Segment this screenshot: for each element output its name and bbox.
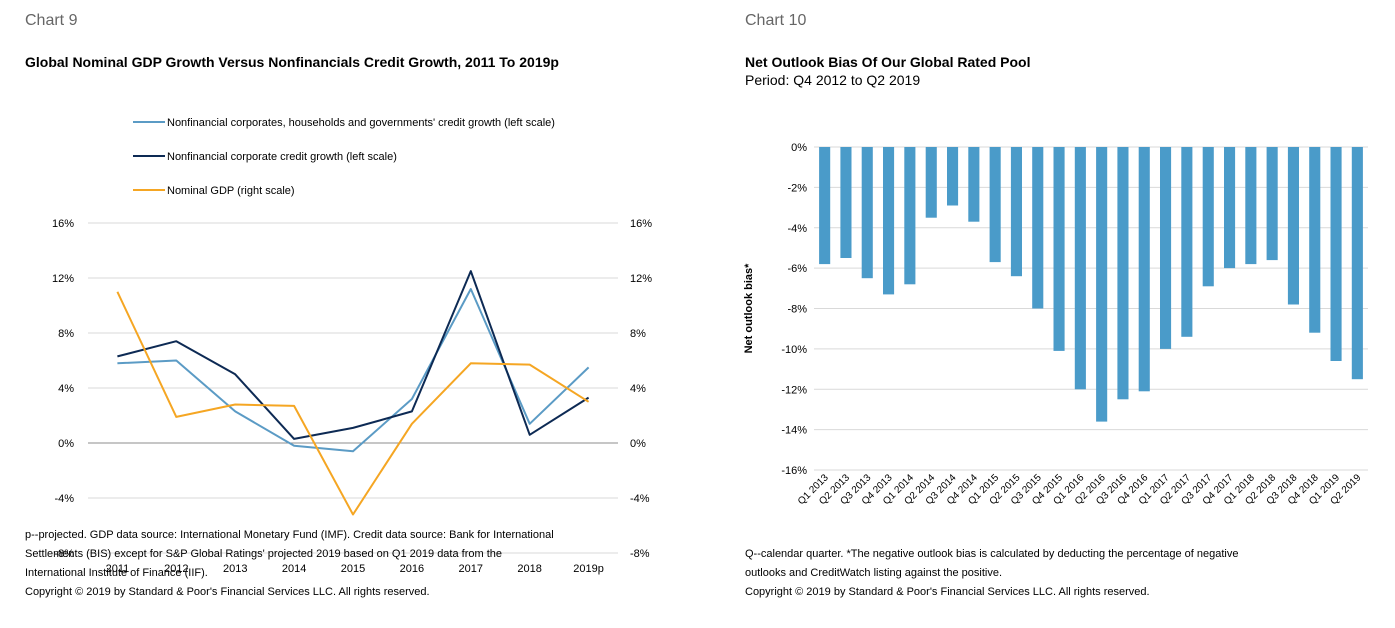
bar	[1117, 147, 1129, 400]
y-tick-label-left: -4%	[54, 493, 74, 505]
y-tick-label-right: 12%	[630, 273, 652, 285]
bar	[1138, 147, 1150, 392]
x-tick-label: 2015	[341, 563, 365, 575]
bar	[968, 147, 980, 222]
bar	[1245, 147, 1257, 265]
y-tick-label-left: 4%	[58, 383, 74, 395]
chart10-title: Net Outlook Bias Of Our Global Rated Poo…	[745, 54, 1031, 70]
series-line	[116, 291, 590, 516]
x-tick-label: 2012	[164, 563, 188, 575]
bar	[1074, 147, 1086, 390]
bar	[840, 147, 852, 258]
bar	[819, 147, 831, 265]
bar	[904, 147, 916, 285]
x-tick-label: 2014	[282, 563, 306, 575]
y-tick-label-right: -8%	[630, 548, 650, 560]
y-tick-label-left: 16%	[52, 218, 74, 230]
y-tick-label-left: 12%	[52, 273, 74, 285]
y-tick-label: -2%	[787, 182, 807, 194]
y-tick-label: -6%	[787, 263, 807, 275]
bar	[1010, 147, 1022, 277]
chart9-plot: Nonfinancial corporates, households and …	[52, 117, 652, 575]
chart10-note-line: Q--calendar quarter. *The negative outlo…	[745, 548, 1239, 560]
bar	[861, 147, 873, 279]
y-tick-label-left: -8%	[54, 548, 74, 560]
series-line	[117, 270, 590, 440]
chart10-note-line: outlooks and CreditWatch listing against…	[745, 567, 1003, 579]
y-tick-label-right: 0%	[630, 438, 646, 450]
bar	[1053, 147, 1065, 351]
y-tick-label-right: 16%	[630, 218, 652, 230]
bar	[1032, 147, 1044, 309]
x-tick-label: 2017	[459, 563, 483, 575]
y-tick-label: -8%	[787, 304, 807, 316]
x-tick-label: 2016	[400, 563, 424, 575]
x-tick-label: 2011	[106, 563, 130, 575]
y-tick-label-left: 0%	[58, 438, 74, 450]
chart10-subtitle: Period: Q4 2012 to Q2 2019	[745, 72, 921, 88]
bar	[947, 147, 959, 206]
x-tick-label: 2019p	[573, 563, 604, 575]
chart10-plot: 0% -2% -4% -6% -8% -10% -12% -14% -16% Net outloo…	[743, 142, 1368, 507]
chart9-title: Global Nominal GDP Growth Versus Nonfina…	[25, 54, 559, 70]
chart9-number: Chart 9	[25, 12, 78, 29]
bar	[1309, 147, 1321, 333]
y-tick-label-right: 8%	[630, 328, 646, 340]
bar	[1351, 147, 1363, 380]
y-tick-label: -4%	[787, 223, 807, 235]
chart9-panel: Chart 9 Global Nominal GDP Growth Versus…	[25, 12, 685, 602]
y-tick-label: -12%	[781, 384, 807, 396]
bar	[1096, 147, 1108, 422]
x-tick-label: 2018	[517, 563, 541, 575]
bar	[1330, 147, 1342, 361]
chart9-footnote: p--projected. GDP data source: Internati…	[25, 526, 685, 602]
chart9-note-line: p--projected. GDP data source: Internati…	[25, 529, 554, 541]
chart9-note-line: Settlements (BIS) except for S&P Global …	[25, 548, 503, 560]
bar	[1287, 147, 1299, 305]
bar	[1224, 147, 1236, 269]
bar	[1181, 147, 1193, 337]
chart10-panel: Chart 10 Net Outlook Bias Of Our Global …	[720, 0, 1395, 628]
y-axis-label: Net outlook bias*	[743, 263, 755, 354]
y-tick-label-left: 8%	[58, 328, 74, 340]
chart10-number: Chart 10	[745, 12, 807, 29]
y-tick-label: -14%	[781, 425, 807, 437]
bar	[925, 147, 937, 218]
y-tick-label: 0%	[791, 142, 807, 154]
y-tick-label-right: -4%	[630, 493, 650, 505]
bar	[1160, 147, 1172, 349]
legend-label: Nominal GDP (right scale)	[167, 185, 295, 197]
chart9-copyright: Copyright © 2019 by Standard & Poor's Fi…	[25, 586, 430, 598]
bar	[989, 147, 1001, 263]
chart10-copyright: Copyright © 2019 by Standard & Poor's Fi…	[745, 586, 1150, 598]
bar	[1202, 147, 1214, 287]
x-tick-label: 2013	[223, 563, 247, 575]
y-tick-label: -10%	[781, 344, 807, 356]
bar	[883, 147, 895, 295]
chart10-footnote: Q--calendar quarter. *The negative outlo…	[745, 545, 1385, 602]
legend-label: Nonfinancial corporates, households and …	[167, 117, 555, 129]
legend-label: Nonfinancial corporate credit growth (le…	[167, 151, 397, 163]
y-tick-label: -16%	[781, 465, 807, 477]
bar	[1266, 147, 1278, 261]
chart9-note-line: International Institute of Finance (IIF)…	[25, 567, 208, 579]
y-tick-label-right: 4%	[630, 383, 646, 395]
